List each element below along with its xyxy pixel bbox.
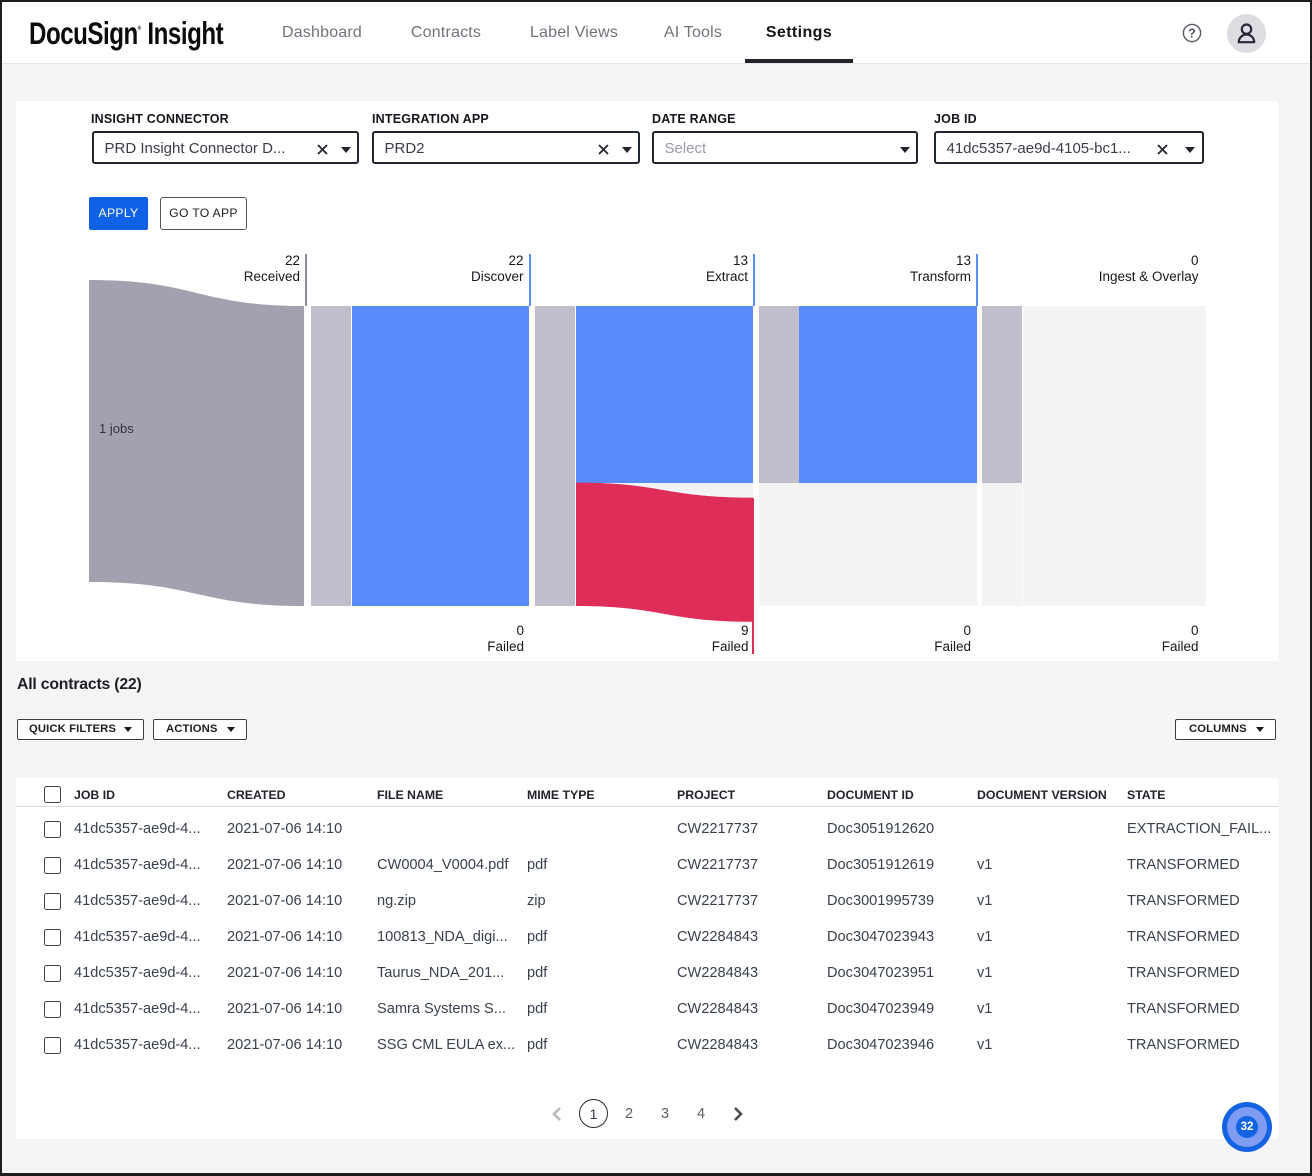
svg-text:?: ? xyxy=(1188,26,1196,40)
